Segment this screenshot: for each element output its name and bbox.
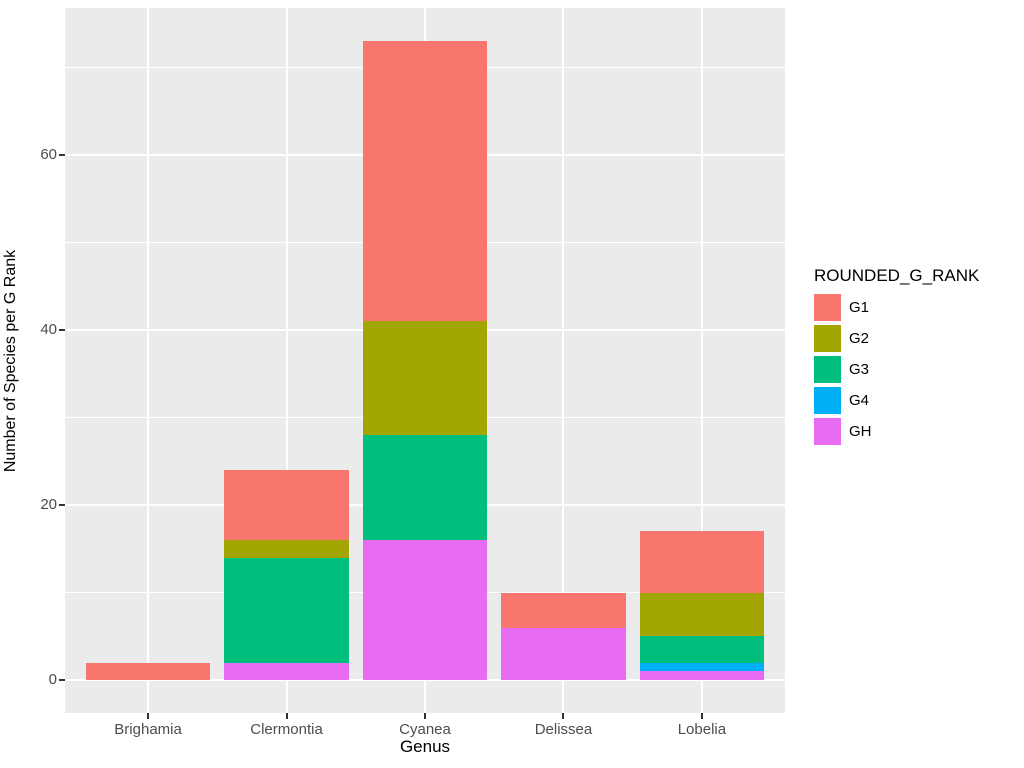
legend-swatch-g3: [814, 356, 841, 383]
legend-item-g2: G2: [814, 325, 979, 352]
legend-label: G2: [849, 330, 870, 347]
x-tick-mark: [147, 713, 150, 719]
legend-items: G1 G2 G3 G4 GH: [814, 294, 979, 445]
plot-panel: [65, 8, 785, 713]
y-tick-mark: [59, 328, 65, 331]
legend-item-g1: G1: [814, 294, 979, 321]
legend-label: GH: [849, 423, 872, 440]
y-tick-mark: [59, 153, 65, 156]
bar-segment-g2: [224, 540, 349, 558]
y-tick-label: 20: [40, 496, 57, 513]
bar-segment-gh: [639, 671, 765, 681]
y-tick-label: 60: [40, 145, 57, 163]
legend-item-g3: G3: [814, 356, 979, 383]
bar-segment-g1: [639, 531, 765, 593]
bar-segment-g1: [362, 40, 488, 322]
legend-item-g4: G4: [814, 387, 979, 414]
legend-label: G4: [849, 392, 870, 409]
legend-item-gh: GH: [814, 418, 979, 445]
vertical-gridline: [562, 8, 565, 713]
bar-segment-gh: [501, 627, 626, 681]
y-tick-mark: [59, 679, 65, 682]
bar-segment-g2: [639, 592, 765, 637]
legend-label: G3: [849, 361, 870, 378]
bar-segment-g2: [362, 321, 488, 435]
bar-segment-g4: [639, 662, 765, 672]
x-tick-label: Lobelia: [677, 721, 727, 738]
x-tick-mark: [285, 713, 288, 719]
x-tick-mark: [424, 713, 426, 719]
x-tick-label: Cyanea: [399, 721, 451, 738]
legend-swatch-gh: [814, 418, 841, 445]
y-axis-title: Number of Species per G Rank: [2, 249, 19, 473]
bar-segment-g3: [639, 636, 765, 663]
y-tick-label: 0: [48, 671, 57, 689]
legend-swatch-g4: [814, 387, 841, 414]
bar-segment-gh: [362, 540, 488, 681]
y-tick-mark: [59, 504, 65, 506]
x-tick-label: Delissea: [534, 721, 593, 738]
bar-segment-g3: [362, 434, 488, 541]
x-tick-label: Brighamia: [114, 721, 182, 738]
vertical-gridline: [285, 8, 288, 713]
bar-segment-g1: [501, 592, 626, 628]
legend-swatch-g1: [814, 294, 841, 321]
legend-label: G1: [849, 299, 870, 316]
x-tick-mark: [562, 713, 565, 719]
bar-segment-g1: [224, 469, 349, 541]
bar-segment-gh: [224, 662, 349, 681]
bar-segment-g1: [85, 662, 211, 681]
x-tick-label: Clermontia: [250, 721, 323, 738]
bar-segment-g3: [224, 557, 349, 663]
vertical-gridline: [700, 8, 703, 713]
vertical-gridline: [147, 8, 150, 713]
x-axis-title: Genus: [399, 737, 451, 756]
legend-swatch-g2: [814, 325, 841, 352]
x-tick-mark: [700, 713, 703, 719]
y-tick-label: 40: [40, 320, 57, 338]
legend: ROUNDED_G_RANK G1 G2 G3 G4 GH: [814, 266, 979, 449]
legend-title: ROUNDED_G_RANK: [814, 266, 980, 285]
